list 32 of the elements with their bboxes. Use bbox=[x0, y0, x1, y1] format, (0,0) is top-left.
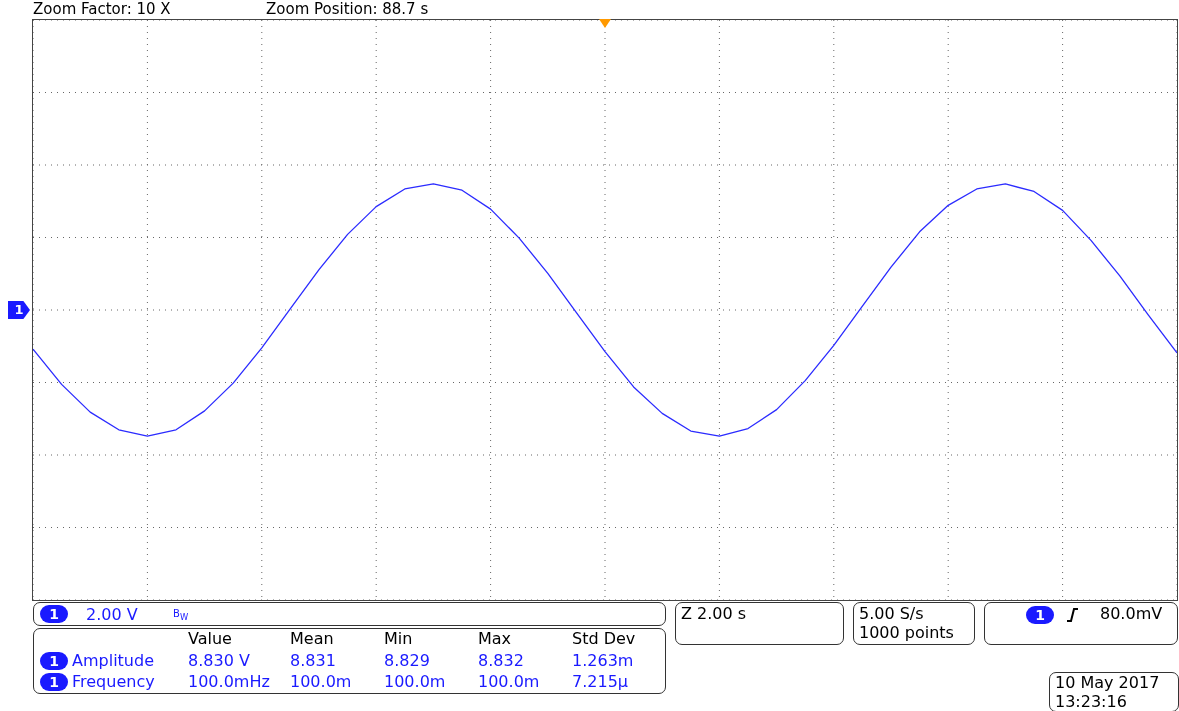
text: 1 bbox=[40, 605, 68, 623]
text: 1 bbox=[1026, 606, 1054, 624]
text: Amplitude bbox=[72, 651, 154, 670]
text: 100.0mHz bbox=[188, 672, 270, 691]
text: 2.00 V bbox=[86, 605, 138, 624]
text: Value bbox=[188, 629, 232, 648]
text: Min bbox=[384, 629, 413, 648]
text: 7.215µ bbox=[572, 672, 628, 691]
text: Std Dev bbox=[572, 629, 636, 648]
text: Max bbox=[478, 629, 512, 648]
text: 100.0m bbox=[290, 672, 352, 691]
text: 100.0m bbox=[384, 672, 446, 691]
text: 10 May 2017 bbox=[1055, 673, 1160, 692]
text: Mean bbox=[290, 629, 334, 648]
text: Frequency bbox=[72, 672, 155, 691]
text: 1 bbox=[8, 301, 30, 319]
text: 13:23:16 bbox=[1055, 692, 1127, 711]
text: 8.831 bbox=[290, 651, 336, 670]
text: 80.0mV bbox=[1100, 604, 1163, 623]
text: 8.829 bbox=[384, 651, 430, 670]
text: Z 2.00 s bbox=[681, 604, 747, 623]
text: 100.0m bbox=[478, 672, 540, 691]
text: 8.832 bbox=[478, 651, 524, 670]
text: 1 bbox=[40, 652, 68, 670]
text: 1000 points bbox=[859, 623, 954, 642]
text: Zoom Factor: 10 X bbox=[33, 0, 171, 18]
text: 5.00 S/s bbox=[859, 604, 924, 623]
text: 1 bbox=[40, 673, 68, 691]
text: Zoom Position: 88.7 s bbox=[266, 0, 429, 18]
text: 8.830 V bbox=[188, 651, 250, 670]
text: 1.263m bbox=[572, 651, 634, 670]
text: B$_{W}$ bbox=[173, 608, 189, 622]
